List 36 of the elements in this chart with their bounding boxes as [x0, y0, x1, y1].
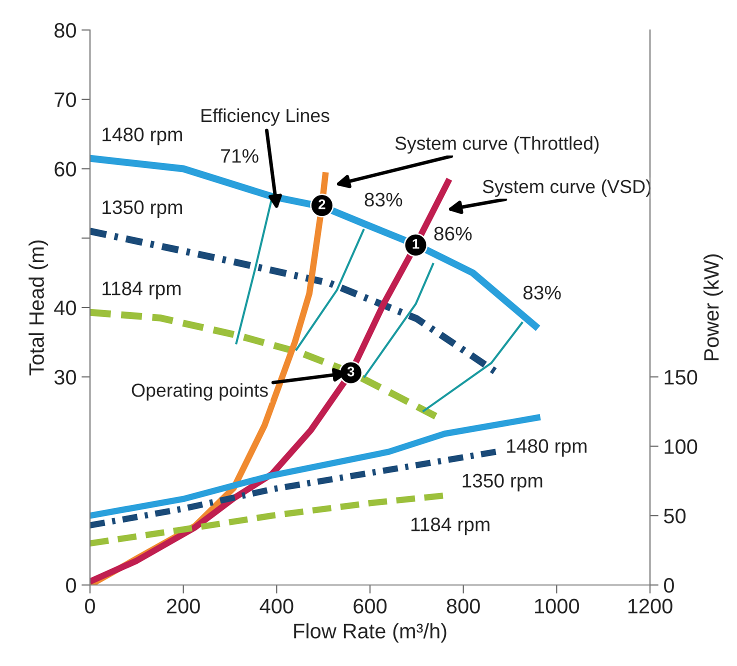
y2-tick-label: 0 — [664, 578, 674, 593]
y2-tick-label: 150 — [664, 370, 698, 385]
x-axis-title: Flow Rate (m³/h) — [294, 623, 446, 643]
y-tick-label: 80 — [54, 23, 76, 38]
y-axis-title: Total Head (m) — [28, 240, 48, 376]
series-label: 86% — [434, 226, 472, 241]
y2-tick-label: 50 — [664, 508, 686, 524]
y-tick-label: 70 — [54, 92, 76, 108]
series-label: 1184 rpm — [411, 518, 490, 536]
annotation: Operating points — [132, 383, 268, 401]
x-tick-label: 200 — [167, 598, 200, 614]
series-label: 83% — [523, 286, 561, 300]
annotation: 1 — [412, 239, 420, 249]
y2-tick-label: 100 — [664, 439, 698, 454]
series-label: 83% — [364, 192, 402, 207]
annotation: 2 — [318, 199, 326, 210]
x-tick-label: 0 — [85, 598, 95, 614]
x-tick-label: 400 — [260, 598, 294, 614]
annotation: System curve (Throttled) — [395, 136, 599, 154]
series-label: 1480 rpm — [102, 128, 182, 146]
x-tick-label: 600 — [354, 598, 387, 614]
x-tick-label: 1200 — [628, 598, 672, 614]
x-tick-label: 1000 — [535, 598, 580, 614]
x-tick-label: 800 — [446, 598, 480, 614]
series-label: 1480 rpm — [507, 439, 586, 457]
y2-axis-title: Power (kW) — [704, 254, 723, 360]
y-tick-label: 30 — [54, 370, 76, 385]
series-label: 71% — [221, 149, 258, 163]
series-label: 1350 rpm — [462, 474, 542, 492]
annotation: Efficiency Lines — [202, 108, 330, 126]
annotation: 3 — [347, 366, 354, 376]
series-label: 1350 rpm — [102, 200, 182, 218]
series-label: 1184 rpm — [102, 282, 181, 300]
y-tick-label: 60 — [54, 162, 76, 177]
y-tick-label: 0 — [66, 578, 76, 593]
y-tick-label: 40 — [54, 300, 76, 316]
